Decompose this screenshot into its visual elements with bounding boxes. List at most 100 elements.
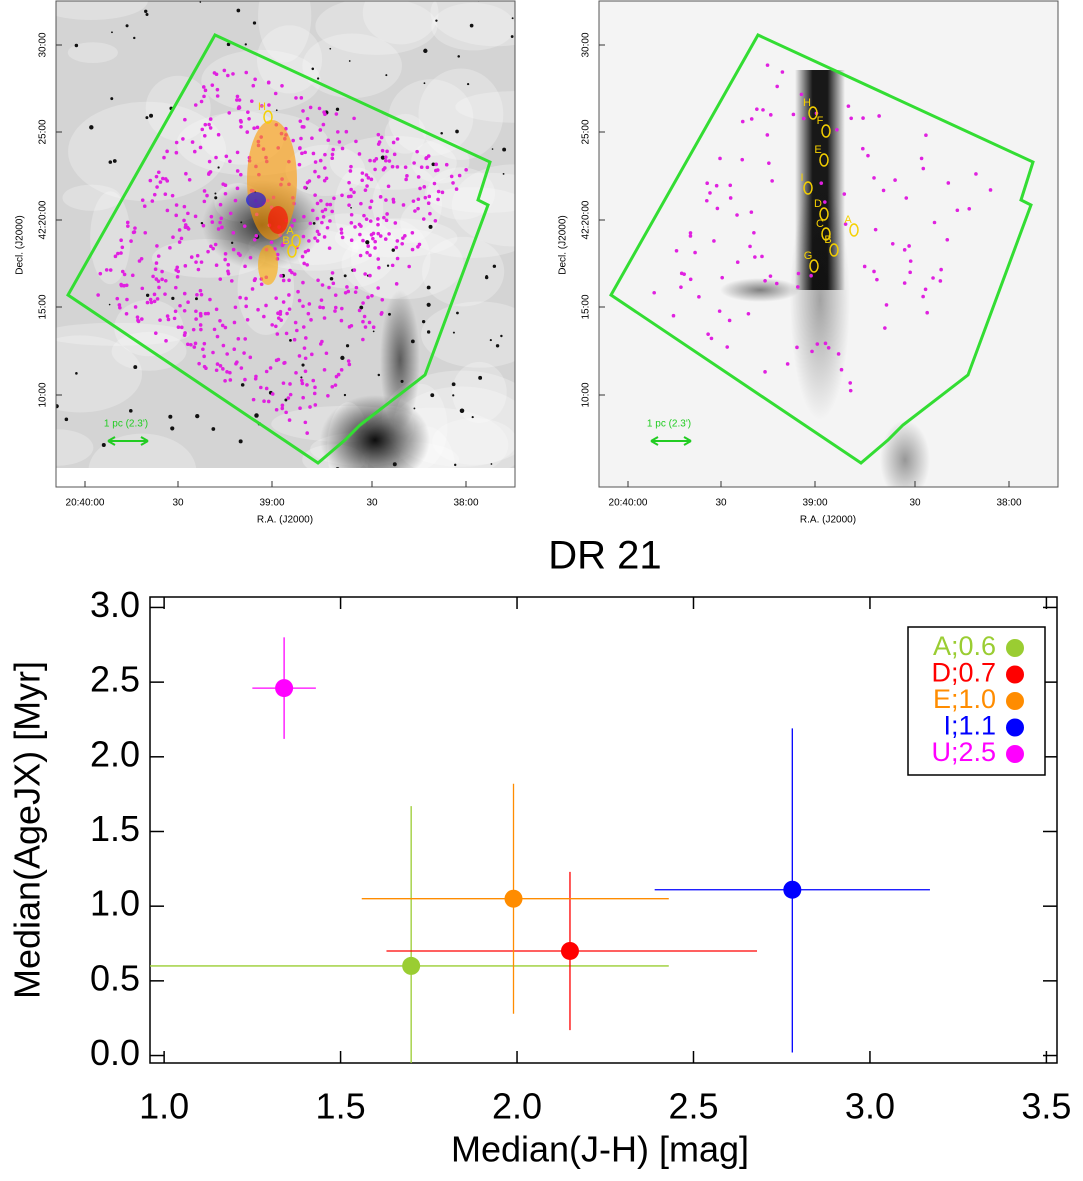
source-dot — [849, 116, 853, 121]
source-dot — [149, 300, 154, 305]
nebula — [302, 33, 403, 99]
source-dot — [387, 232, 391, 236]
legend-marker — [1006, 745, 1024, 763]
source-dot — [411, 199, 416, 203]
nebula — [432, 418, 515, 465]
source-dot — [228, 378, 233, 382]
source-dot — [247, 116, 251, 121]
source-dot — [266, 80, 271, 85]
nebula — [426, 167, 496, 220]
source-dot — [239, 120, 243, 124]
source-dot — [299, 136, 303, 141]
star — [440, 132, 443, 135]
source-dot — [382, 215, 386, 220]
star — [89, 125, 94, 130]
source-dot — [228, 370, 232, 375]
source-dot — [360, 178, 365, 183]
point — [783, 880, 802, 899]
source-dot — [165, 208, 170, 213]
y-tick-label: 10:00 — [581, 382, 592, 407]
source-dot — [339, 318, 344, 323]
source-dot — [198, 288, 203, 293]
source-dot — [171, 235, 175, 240]
source-dot — [330, 156, 335, 161]
source-dot — [153, 331, 158, 335]
source-dot — [320, 220, 324, 225]
plot-frame — [149, 596, 1058, 1064]
source-dot — [369, 177, 374, 182]
source-dot — [815, 342, 820, 346]
source-dot — [302, 346, 307, 350]
star — [413, 407, 416, 410]
image-x-label: R.A. (J2000) — [800, 515, 856, 526]
source-dot — [400, 241, 404, 246]
source-dot — [417, 242, 422, 247]
star — [301, 363, 305, 367]
source-dot — [384, 198, 388, 202]
source-dot — [308, 105, 313, 110]
source-dot — [364, 173, 369, 177]
star — [149, 113, 154, 118]
source-dot — [426, 154, 431, 158]
star — [455, 129, 459, 134]
source-dot — [349, 238, 354, 242]
source-dot — [119, 282, 123, 287]
source-dot — [264, 303, 268, 308]
source-dot — [347, 362, 352, 367]
source-dot — [183, 225, 188, 230]
source-dot — [768, 113, 773, 117]
source-dot — [369, 199, 374, 204]
source-dot — [322, 368, 327, 372]
source-dot — [300, 254, 305, 259]
source-dot — [369, 232, 374, 237]
source-dot — [175, 265, 180, 270]
star — [211, 427, 216, 431]
star — [388, 312, 391, 316]
source-dot — [223, 251, 228, 256]
source-dot — [671, 313, 676, 318]
source-dot — [182, 291, 187, 296]
source-dot — [125, 297, 129, 302]
source-dot — [236, 106, 241, 111]
nebula — [388, 79, 474, 156]
source-dot — [361, 337, 365, 342]
source-dot — [235, 169, 240, 173]
source-dot — [346, 359, 351, 363]
source-dot — [377, 140, 382, 144]
source-dot — [104, 268, 109, 272]
source-dot — [325, 202, 329, 207]
source-dot — [215, 362, 220, 366]
x-tick-label: 3.5 — [1021, 1086, 1071, 1127]
source-dot — [192, 345, 197, 349]
source-dot — [308, 405, 312, 409]
source-dot — [207, 122, 211, 127]
cluster-region — [803, 181, 813, 195]
nebula — [334, 218, 458, 258]
star — [377, 373, 381, 377]
source-dot — [215, 334, 220, 339]
x-tick-label: 39:00 — [802, 498, 827, 509]
source-dot — [113, 254, 118, 259]
star — [343, 393, 347, 397]
source-dot — [394, 282, 399, 286]
source-dot — [199, 314, 203, 318]
source-dot — [735, 260, 740, 265]
source-dot — [303, 369, 308, 374]
source-dot — [174, 203, 179, 207]
source-dot — [156, 254, 161, 258]
source-dot — [163, 192, 168, 197]
source-dot — [363, 325, 368, 329]
source-dot — [826, 345, 831, 350]
source-dot — [233, 198, 238, 203]
y-tick-label: 42:20:00 — [581, 200, 592, 239]
source-dot — [376, 217, 380, 221]
y-tick-label: 30:00 — [581, 32, 592, 57]
source-dot — [291, 138, 295, 143]
source-dot — [352, 268, 357, 272]
source-dot — [921, 166, 926, 171]
source-dot — [245, 317, 250, 322]
source-dot — [251, 83, 256, 88]
star — [244, 43, 247, 46]
source-dot — [333, 383, 338, 387]
star — [423, 48, 428, 54]
